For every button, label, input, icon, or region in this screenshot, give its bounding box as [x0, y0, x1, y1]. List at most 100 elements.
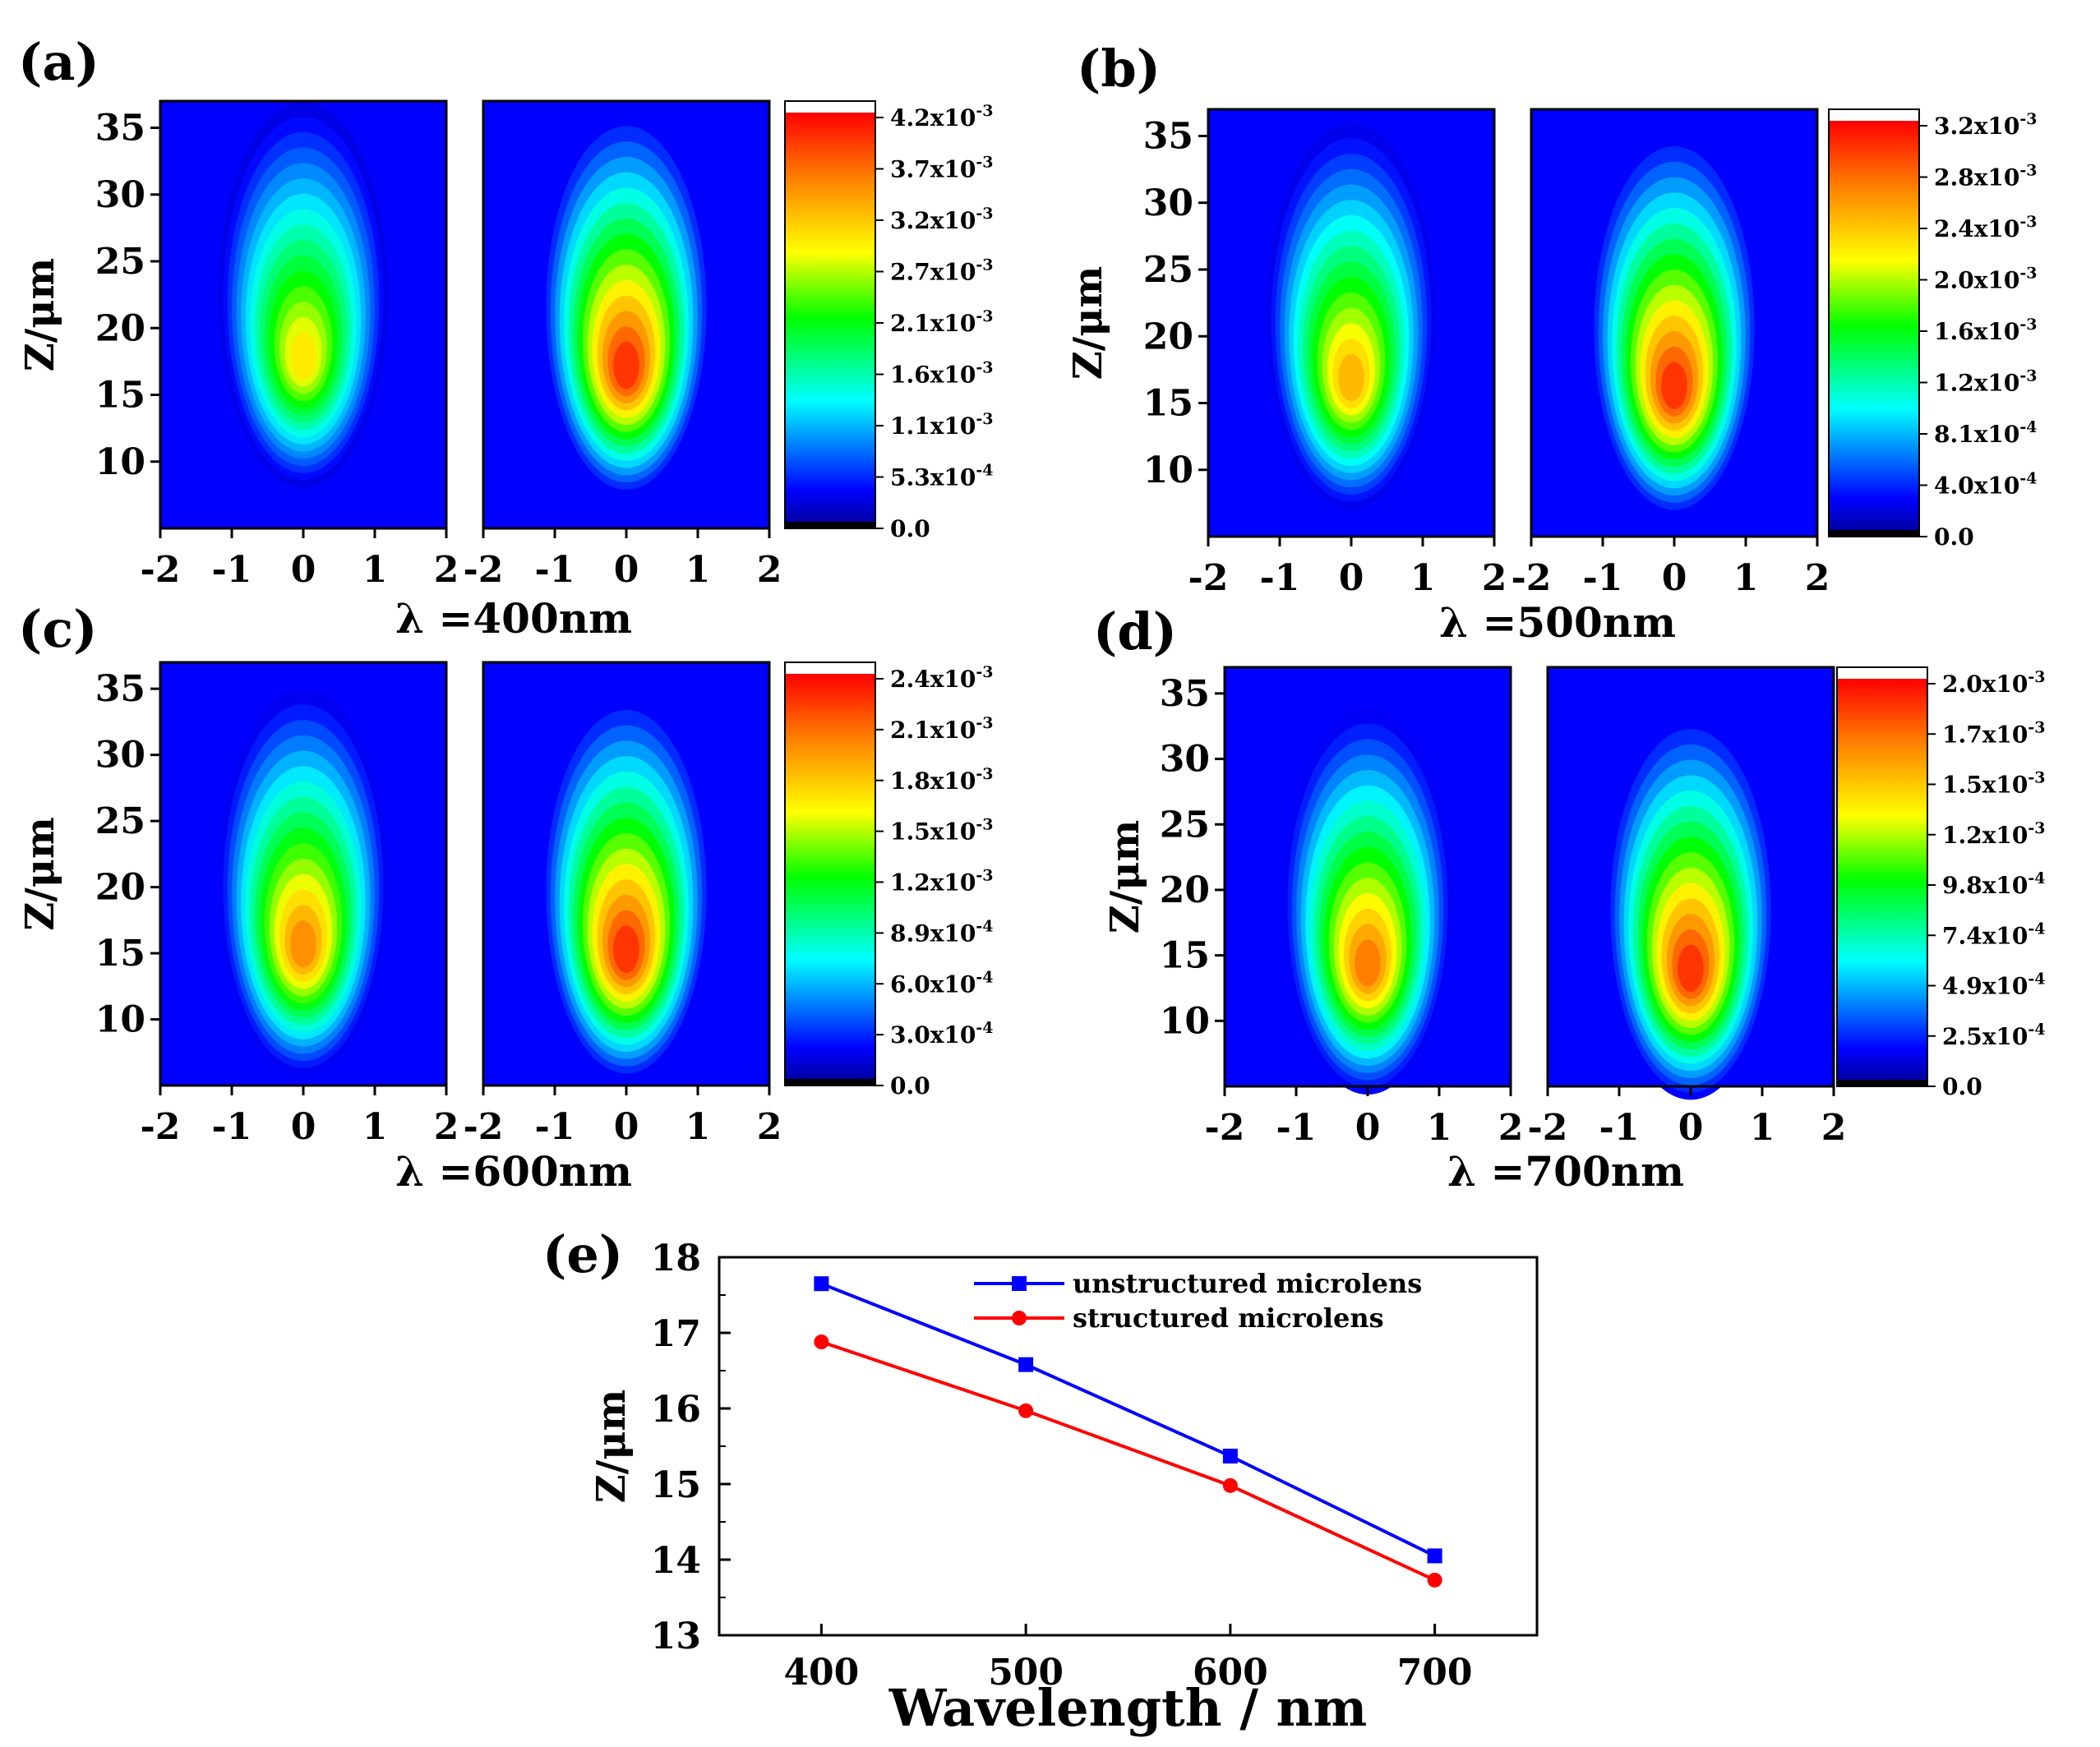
legend-label: unstructured microlens	[1073, 1268, 1422, 1299]
colorbar-tick-label: 1.1x10-3	[890, 410, 993, 440]
colorbar-frame	[1828, 108, 1920, 537]
colorbar: 2.0x10-3 1.7x10-3 1.5x10-3 1.2x10-3 9.8x10-4…	[1836, 666, 2045, 1100]
y-tick-label: 25	[1143, 249, 1193, 291]
colorbar-tick-label: 1.8x10-3	[890, 765, 993, 795]
data-point	[814, 1334, 829, 1350]
y-tick-label: 35	[95, 108, 145, 150]
x-tick-label: 1	[685, 1106, 711, 1148]
data-point	[1427, 1572, 1442, 1588]
y-tick-label: 10	[95, 441, 145, 483]
y-tick-label: 10	[95, 999, 145, 1041]
x-tick-label: 2	[434, 549, 459, 591]
colorbar-tick-label: 0.0	[890, 1072, 930, 1099]
colorbar-floor	[785, 1079, 875, 1086]
colorbar-tick-label: 2.5x10-4	[1942, 1021, 2045, 1050]
colorbar-tick-label: 3.0x10-4	[890, 1019, 993, 1049]
y-tick-label: 16	[651, 1389, 701, 1431]
y-tick-label: 20	[95, 867, 145, 909]
panel-a: -2 -1 0 1 2 10 15 20 25 30 35 -2 -1 0 1 2 4.2x10-3 3.7x10…	[17, 32, 993, 643]
heatmap-unstructured: -2 -1 0 1 2 10 15 20 25 30 35	[1160, 666, 1524, 1149]
x-tick-label: -1	[1260, 557, 1300, 599]
x-tick-label: 500	[988, 1652, 1064, 1694]
x-tick-label: 2	[757, 549, 782, 591]
y-axis-label: Z/μm	[17, 817, 63, 931]
colorbar-tick-label: 0.0	[1942, 1073, 1982, 1100]
panel-e: 400 500 600 700 13 14 15 16 17 18 unstructured mic…	[542, 1224, 1539, 1738]
y-tick-label: 35	[1160, 673, 1210, 715]
x-tick-label: -2	[464, 549, 504, 591]
intensity-contour	[1661, 362, 1687, 409]
x-tick-label: -2	[141, 549, 181, 591]
x-tick-label: 0	[1678, 1107, 1704, 1149]
x-tick-label: 1	[362, 1106, 388, 1148]
x-tick-label: 0	[614, 1106, 639, 1148]
colorbar: 3.2x10-3 2.8x10-3 2.4x10-3 2.0x10-3 1.6x10-3…	[1828, 108, 2037, 551]
colorbar-tick-label: 1.2x10-3	[1942, 819, 2045, 849]
series-line	[820, 1282, 1436, 1558]
x-tick-label: 700	[1397, 1652, 1473, 1694]
panel-label: (c)	[18, 599, 97, 659]
colorbar-tick-label: 8.9x10-4	[890, 917, 993, 947]
colorbar-tick-label: 1.6x10-3	[890, 359, 993, 389]
y-tick-label: 30	[1160, 739, 1210, 781]
x-tick-label: 0	[1355, 1107, 1381, 1149]
x-tick-label: -1	[1583, 557, 1623, 599]
x-tick-label: 2	[1821, 1107, 1847, 1149]
panel-label: (d)	[1093, 602, 1177, 661]
x-tick-label: 0	[291, 549, 316, 591]
colorbar-frame	[784, 100, 876, 529]
heatmap-structured: -2 -1 0 1 2	[464, 661, 782, 1148]
y-tick-label: 15	[651, 1464, 701, 1506]
colorbar: 2.4x10-3 2.1x10-3 1.8x10-3 1.5x10-3 1.2x10-3…	[784, 661, 993, 1099]
x-tick-label: 0	[1339, 557, 1364, 599]
x-tick-label: -1	[535, 549, 575, 591]
x-tick-label: -1	[212, 549, 252, 591]
colorbar-tick-label: 3.7x10-3	[890, 154, 993, 183]
legend-marker	[1012, 1311, 1027, 1325]
x-tick-label: 1	[1733, 557, 1759, 599]
x-tick-label: 400	[783, 1652, 859, 1694]
data-point	[1222, 1477, 1238, 1493]
y-tick-label: 30	[1143, 182, 1193, 224]
series-line	[820, 1340, 1436, 1582]
colorbar-tick-label: 2.4x10-3	[890, 663, 993, 693]
x-tick-label: 1	[685, 549, 711, 591]
colorbar-tick-label: 7.4x10-4	[1942, 920, 2045, 949]
panel-label: (b)	[1077, 39, 1161, 99]
intensity-contour	[290, 332, 316, 380]
colorbar-tick-label: 9.8x10-4	[1942, 869, 2045, 899]
x-tick-label: 2	[1805, 557, 1830, 599]
colorbar-tick-label: 1.6x10-3	[1934, 316, 2037, 345]
y-axis-label: Z/μm	[17, 258, 63, 372]
colorbar-tick-label: 4.0x10-4	[1934, 470, 2037, 500]
colorbar-tick-label: 1.5x10-3	[1942, 769, 2045, 799]
intensity-contour	[613, 925, 639, 973]
x-tick-label: -2	[1188, 557, 1229, 599]
y-tick-label: 17	[651, 1313, 701, 1355]
x-tick-label: -1	[1276, 1107, 1317, 1149]
y-axis-label: Z/μm	[588, 1390, 635, 1504]
colorbar-tick-label: 1.7x10-3	[1942, 718, 2045, 748]
wavelength-caption: λ =500nm	[1439, 598, 1676, 647]
colorbar-tick-label: 2.7x10-3	[890, 256, 993, 286]
y-tick-label: 25	[95, 800, 145, 842]
x-tick-label: 2	[1482, 557, 1507, 599]
y-tick-label: 15	[95, 933, 145, 975]
intensity-contour	[1678, 944, 1704, 993]
x-tick-label: 1	[1410, 557, 1436, 599]
x-tick-label: 1	[362, 549, 388, 591]
colorbar-tick-label: 0.0	[890, 515, 930, 542]
intensity-contour	[1355, 939, 1381, 987]
y-tick-label: 25	[95, 241, 145, 283]
colorbar-tick-label: 2.0x10-3	[1934, 265, 2037, 294]
series-unstructured	[814, 1276, 1442, 1564]
colorbar: 4.2x10-3 3.7x10-3 3.2x10-3 2.7x10-3 2.1x10-3…	[784, 100, 993, 542]
x-tick-label: 0	[1662, 557, 1687, 599]
y-axis-label: Z/μm	[1065, 266, 1111, 380]
colorbar-tick-label: 2.8x10-3	[1934, 162, 2037, 191]
x-tick-label: -1	[535, 1106, 575, 1148]
wavelength-caption: λ =700nm	[1447, 1147, 1684, 1196]
x-tick-label: 2	[1498, 1107, 1524, 1149]
panel-b: -2 -1 0 1 2 10 15 20 25 30 35 -2 -1 0 1 2 3.2x10-3 2.8x10…	[1065, 39, 2037, 647]
heatmap-structured: -2 -1 0 1 2	[1512, 108, 1830, 599]
